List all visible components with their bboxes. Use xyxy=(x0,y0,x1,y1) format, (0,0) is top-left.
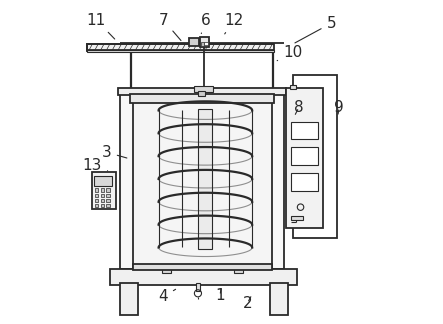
Bar xyxy=(118,88,286,95)
Bar xyxy=(162,265,171,273)
Text: 7: 7 xyxy=(159,13,181,40)
Bar xyxy=(92,172,116,209)
Bar xyxy=(270,283,288,315)
Bar xyxy=(106,199,110,202)
Bar xyxy=(101,189,104,192)
Bar xyxy=(286,88,323,228)
Text: 6: 6 xyxy=(201,13,210,33)
Bar xyxy=(198,91,206,96)
Text: 5: 5 xyxy=(295,16,336,43)
Bar xyxy=(94,176,112,186)
Bar xyxy=(130,94,274,103)
Bar xyxy=(101,194,104,197)
Bar xyxy=(196,283,200,291)
Bar xyxy=(95,204,98,207)
Bar xyxy=(95,199,98,202)
Text: 9: 9 xyxy=(334,100,344,115)
Bar xyxy=(133,264,272,270)
Bar xyxy=(95,194,98,197)
Bar xyxy=(95,189,98,192)
Bar xyxy=(110,269,297,284)
Bar xyxy=(106,189,110,192)
Text: 13: 13 xyxy=(83,158,108,173)
Bar xyxy=(87,44,274,50)
Bar xyxy=(101,204,104,207)
Bar xyxy=(199,38,209,47)
Bar xyxy=(189,38,199,46)
Text: 4: 4 xyxy=(159,289,175,304)
Text: 11: 11 xyxy=(87,13,115,39)
Bar xyxy=(291,147,318,165)
Bar xyxy=(87,50,274,52)
Text: 2: 2 xyxy=(242,296,252,311)
Bar xyxy=(291,216,303,220)
Bar xyxy=(106,204,110,207)
Text: 12: 12 xyxy=(225,13,244,34)
Bar xyxy=(234,265,244,273)
Bar xyxy=(291,122,318,139)
Bar xyxy=(198,109,213,249)
Text: 10: 10 xyxy=(277,45,302,61)
Bar xyxy=(133,102,272,267)
Bar xyxy=(106,194,110,197)
Bar xyxy=(194,86,213,92)
Bar xyxy=(120,93,284,269)
Bar xyxy=(290,85,296,89)
Bar xyxy=(201,42,204,46)
Text: 1: 1 xyxy=(215,288,225,303)
Text: 3: 3 xyxy=(102,145,127,160)
Bar xyxy=(204,42,208,45)
Bar xyxy=(120,283,138,315)
Bar xyxy=(101,199,104,202)
Bar xyxy=(291,173,318,191)
Bar xyxy=(293,75,337,238)
Text: 8: 8 xyxy=(294,100,304,115)
